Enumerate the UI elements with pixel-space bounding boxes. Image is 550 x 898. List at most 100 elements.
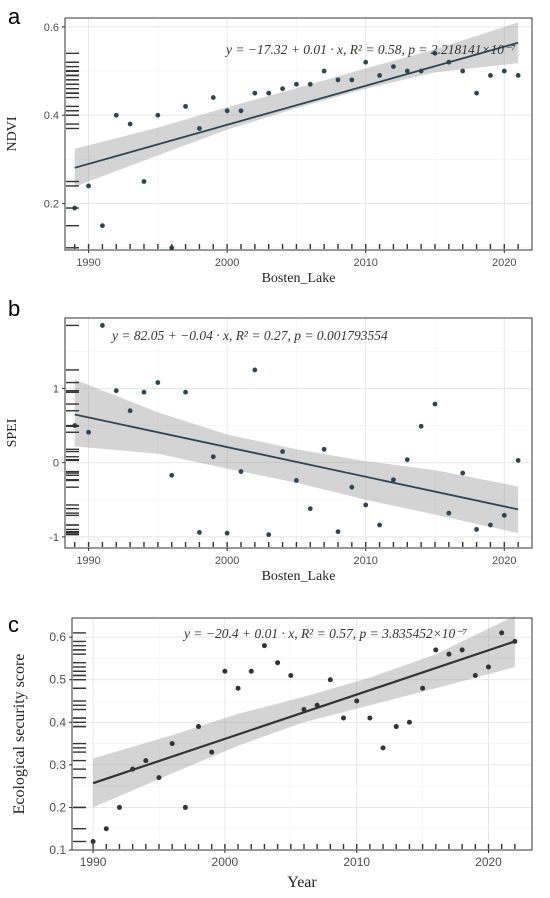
data-point [143, 758, 149, 764]
data-point [460, 68, 466, 74]
plot-area [72, 618, 532, 850]
data-point [377, 73, 382, 78]
panel-b: b 1990 2000 2010 2020 -1 0 1 y = 82.05 + −0.04 ·… [5, 296, 533, 584]
x-tick-label: 2000 [215, 257, 239, 269]
data-point [459, 647, 465, 653]
data-point [210, 454, 216, 460]
data-point [307, 506, 313, 512]
regression-equation: y = 82.05 + −0.04 · x, R² = 0.27, p = 0.… [110, 328, 388, 343]
data-point [266, 90, 272, 96]
data-point [113, 112, 119, 118]
data-point [103, 826, 109, 832]
x-tick-label: 2020 [475, 855, 502, 869]
data-point [288, 672, 294, 678]
data-point [169, 741, 175, 747]
data-point [86, 429, 91, 435]
x-tick-label: 1990 [76, 257, 100, 269]
data-point [367, 715, 373, 721]
data-point [222, 668, 228, 674]
data-point [183, 103, 188, 109]
data-point [86, 183, 91, 189]
data-point [501, 68, 507, 74]
y-tick-label: 0 [53, 458, 59, 470]
y-tick-label: 0.1 [49, 843, 66, 857]
data-point [280, 86, 285, 92]
data-point [155, 380, 161, 385]
data-point [393, 724, 399, 730]
x-axis-title: Bosten_Lake [262, 569, 336, 584]
y-tick-label: 0.3 [49, 758, 66, 772]
data-point [127, 121, 133, 127]
plot-border [64, 317, 533, 549]
data-point [197, 126, 202, 131]
x-tick-label: 2020 [492, 555, 516, 567]
data-point [314, 702, 320, 708]
data-point [182, 804, 188, 810]
regression-equation: y = −17.32 + 0.01 · x, R² = 0.58, p = 2.… [224, 42, 516, 57]
y-tick-label: 0.2 [49, 800, 66, 814]
data-point [512, 638, 518, 644]
data-point [472, 672, 478, 678]
data-point [169, 472, 175, 478]
x-tick-label: 2010 [343, 855, 370, 869]
data-point [474, 90, 479, 96]
data-point [130, 766, 136, 772]
data-point [349, 77, 355, 83]
data-point [100, 223, 105, 229]
data-point [404, 68, 410, 74]
data-point [156, 775, 162, 781]
y-tick-label: 0.6 [49, 630, 66, 644]
data-point [327, 677, 333, 683]
data-point [433, 647, 439, 653]
confidence-band [74, 379, 519, 534]
data-point [499, 630, 505, 636]
data-point [196, 724, 202, 730]
y-tick-label: 1 [53, 383, 59, 395]
data-point [266, 532, 272, 538]
data-point [238, 469, 244, 474]
regression-line [74, 41, 519, 169]
data-point [321, 68, 327, 74]
y-tick-label: 0.6 [44, 22, 59, 34]
data-point [294, 81, 299, 87]
y-axis-title: Ecological security score [11, 654, 28, 815]
y-axis-title: SPEI [5, 418, 20, 447]
data-point [418, 68, 424, 74]
panel-letter: a [8, 4, 21, 29]
data-point [446, 651, 452, 657]
data-point [354, 698, 360, 704]
x-tick-label: 1990 [76, 555, 100, 567]
data-point [280, 449, 285, 454]
data-point [486, 664, 492, 670]
regression-line [92, 640, 516, 785]
data-point [252, 90, 258, 96]
data-point [224, 530, 230, 536]
data-point [418, 423, 424, 429]
panel-letter: b [8, 296, 20, 321]
data-point [301, 707, 307, 713]
data-point [155, 112, 161, 118]
data-point [275, 660, 281, 666]
plot-area [65, 18, 532, 250]
data-point [113, 388, 119, 394]
data-point [446, 510, 452, 516]
y-tick-label: 0.5 [49, 673, 66, 687]
x-tick-label: 2000 [212, 855, 239, 869]
regression-line [74, 413, 519, 511]
data-point [321, 446, 327, 452]
x-tick-label: 1990 [80, 855, 107, 869]
panel-letter: c [8, 612, 19, 637]
y-tick-label: 0.2 [44, 199, 59, 211]
data-point [141, 179, 147, 184]
x-tick-label: 2010 [353, 257, 377, 269]
data-point [224, 108, 230, 114]
data-point [248, 668, 254, 674]
data-point [197, 530, 202, 535]
data-point [460, 470, 466, 476]
x-tick-label: 2000 [215, 555, 239, 567]
data-point [488, 73, 493, 78]
data-point [349, 484, 355, 490]
data-point [341, 715, 347, 721]
data-point [406, 719, 412, 725]
y-tick-label: 0.4 [44, 110, 59, 122]
